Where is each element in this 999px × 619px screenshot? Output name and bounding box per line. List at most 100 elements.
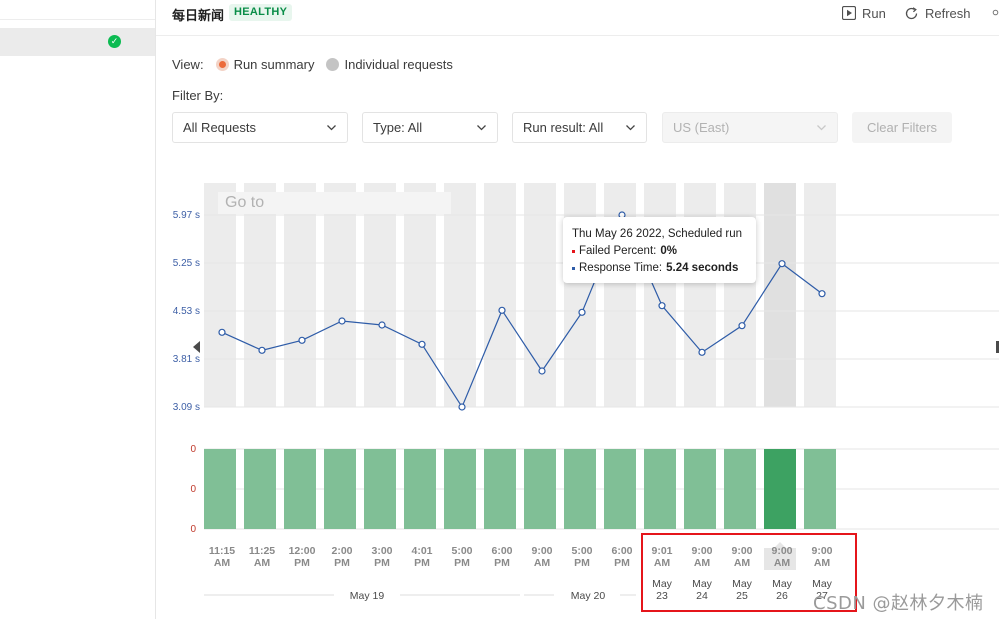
date-label: 23 — [656, 590, 668, 602]
individual-requests-radio[interactable]: Individual requests — [326, 56, 453, 72]
chart-column[interactable] — [284, 183, 316, 407]
data-point[interactable] — [338, 317, 346, 325]
x-tick-label: PM — [614, 557, 630, 569]
x-tick-label: 6:00 — [611, 545, 632, 557]
chart-column[interactable] — [204, 183, 236, 407]
sidebar-item[interactable] — [0, 0, 155, 20]
radio-icon — [326, 57, 340, 71]
watermark: CSDN @赵林夕木楠 — [813, 593, 984, 614]
data-point[interactable] — [298, 336, 306, 344]
data-point[interactable] — [818, 290, 826, 298]
chart-column[interactable] — [444, 183, 476, 407]
chart-column[interactable] — [484, 183, 516, 407]
date-group-label: May 20 — [571, 590, 606, 602]
response-time-chart: 5.97 s5.25 s4.53 s3.81 s3.09 s00011:15AM… — [173, 183, 999, 602]
run-summary-radio[interactable]: Run summary — [215, 56, 315, 72]
date-label: May — [772, 578, 793, 590]
sidebar: ✓ — [0, 0, 156, 619]
data-point[interactable] — [658, 302, 666, 310]
header: 每日新闻 HEALTHY Run Refresh — [156, 0, 999, 36]
tooltip-response-row: Response Time: 5.24 seconds — [572, 260, 747, 277]
more-icon[interactable] — [992, 9, 999, 16]
data-point[interactable] — [778, 260, 786, 268]
bar[interactable] — [204, 449, 236, 529]
x-tick-label: 3:00 — [371, 545, 392, 557]
date-label: May — [732, 578, 753, 590]
x-tick-label: PM — [374, 557, 390, 569]
x-tick-label: 11:25 — [249, 545, 275, 557]
x-tick-label: 9:00 — [531, 545, 552, 557]
data-point[interactable] — [498, 306, 506, 314]
x-tick-label: 5:00 — [451, 545, 472, 557]
data-point[interactable] — [258, 346, 266, 354]
y-tick-label: 3.09 s — [173, 402, 200, 413]
date-label: May — [692, 578, 713, 590]
tooltip-title: Thu May 26 2022, Scheduled run — [572, 228, 743, 240]
x-tick-label: 6:00 — [491, 545, 512, 557]
bar[interactable] — [484, 449, 516, 529]
chevron-down-icon — [327, 125, 336, 131]
bar[interactable] — [364, 449, 396, 529]
goto-input[interactable]: Go to — [218, 192, 451, 214]
sidebar-item-selected[interactable]: ✓ — [0, 28, 155, 56]
date-label: 27 — [816, 590, 828, 602]
run-label: Run — [862, 5, 886, 21]
data-point[interactable] — [218, 328, 226, 336]
chart-column[interactable] — [324, 183, 356, 407]
clear-filters-button[interactable]: Clear Filters — [852, 112, 952, 143]
chart-column[interactable] — [244, 183, 276, 407]
chart-column[interactable] — [404, 183, 436, 407]
data-point[interactable] — [578, 308, 586, 316]
data-point[interactable] — [698, 348, 706, 356]
chart-column[interactable] — [764, 183, 796, 407]
x-tick-label: AM — [814, 557, 831, 569]
data-point[interactable] — [538, 367, 546, 375]
response-legend-icon — [572, 267, 575, 270]
filter-label: Filter By: — [172, 88, 224, 103]
y-tick-label: 4.53 s — [173, 306, 200, 317]
x-tick-label: 9:01 — [651, 545, 672, 557]
date-label: May — [812, 578, 833, 590]
requests-filter-select[interactable]: All Requests — [172, 112, 348, 143]
run-result-filter-value: Run result: All — [523, 120, 604, 135]
run-summary-label: Run summary — [233, 56, 315, 72]
x-tick-label: AM — [254, 557, 271, 569]
scroll-left-icon[interactable] — [193, 341, 200, 353]
data-point[interactable] — [458, 403, 466, 411]
x-tick-label: AM — [214, 557, 231, 569]
x-tick-label: 4:01 — [411, 545, 432, 557]
tooltip-arrow — [748, 242, 754, 254]
requests-filter-value: All Requests — [183, 120, 256, 135]
run-result-filter-select[interactable]: Run result: All — [512, 112, 647, 143]
bar[interactable] — [244, 449, 276, 529]
individual-requests-label: Individual requests — [344, 56, 453, 72]
bar[interactable] — [764, 449, 796, 529]
type-filter-select[interactable]: Type: All — [362, 112, 498, 143]
data-point[interactable] — [418, 340, 426, 348]
bar[interactable] — [724, 449, 756, 529]
bar[interactable] — [684, 449, 716, 529]
bar[interactable] — [644, 449, 676, 529]
scroll-right-icon[interactable] — [996, 341, 999, 353]
bar[interactable] — [284, 449, 316, 529]
play-icon — [842, 6, 856, 20]
bar[interactable] — [804, 449, 836, 529]
bar[interactable] — [324, 449, 356, 529]
bar[interactable] — [444, 449, 476, 529]
x-tick-label: AM — [654, 557, 671, 569]
run-button[interactable]: Run — [842, 3, 886, 23]
refresh-button[interactable]: Refresh — [904, 3, 971, 23]
type-filter-value: Type: All — [373, 120, 423, 135]
bar[interactable] — [604, 449, 636, 529]
data-point[interactable] — [378, 321, 386, 329]
bar[interactable] — [404, 449, 436, 529]
x-tick-label: PM — [414, 557, 430, 569]
bar[interactable] — [564, 449, 596, 529]
date-label: May — [652, 578, 673, 590]
chart-column[interactable] — [364, 183, 396, 407]
bar-y-tick-label: 0 — [190, 524, 196, 535]
bar[interactable] — [524, 449, 556, 529]
x-tick-label: PM — [454, 557, 470, 569]
data-point[interactable] — [738, 322, 746, 330]
region-filter-select[interactable]: US (East) — [662, 112, 838, 143]
